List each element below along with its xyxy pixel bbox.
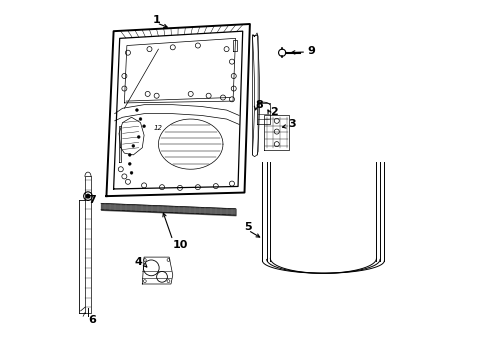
- Text: 2: 2: [269, 107, 277, 117]
- Circle shape: [132, 144, 135, 147]
- Circle shape: [130, 171, 133, 174]
- Circle shape: [139, 118, 142, 121]
- Text: 6: 6: [88, 315, 96, 325]
- Circle shape: [86, 194, 90, 198]
- Text: 3: 3: [287, 120, 295, 129]
- Text: 10: 10: [172, 239, 187, 249]
- Text: 5: 5: [244, 222, 251, 231]
- Circle shape: [142, 125, 145, 128]
- Text: 1: 1: [152, 15, 160, 26]
- Circle shape: [128, 153, 131, 156]
- Text: 7: 7: [88, 195, 96, 205]
- Text: 12: 12: [154, 125, 163, 131]
- Circle shape: [135, 109, 138, 112]
- Circle shape: [128, 162, 131, 165]
- Circle shape: [137, 135, 140, 138]
- Text: 9: 9: [307, 46, 315, 56]
- Text: 4: 4: [135, 257, 142, 267]
- Text: 8: 8: [255, 100, 263, 110]
